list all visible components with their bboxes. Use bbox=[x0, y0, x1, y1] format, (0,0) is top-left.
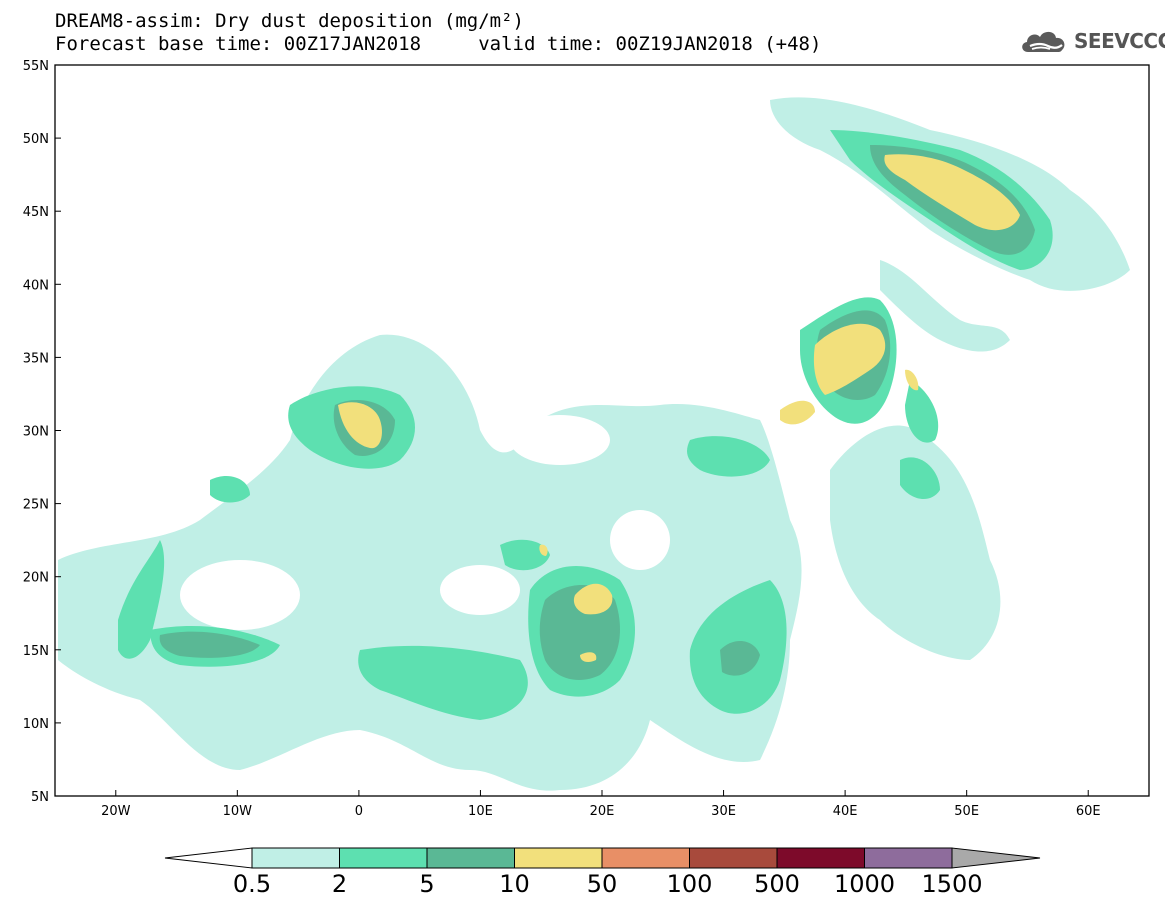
colorbar-label: 1500 bbox=[921, 870, 983, 898]
lon-tick-label: 30E bbox=[711, 804, 736, 819]
colorbar-under-arrow bbox=[164, 847, 253, 869]
lat-tick-label: 10N bbox=[23, 717, 49, 732]
brand-name: SEEVCCC bbox=[1074, 29, 1165, 53]
lat-tick-label: 35N bbox=[23, 351, 49, 366]
colorbar-swatch bbox=[776, 847, 865, 869]
lat-tick-label: 45N bbox=[23, 205, 49, 220]
lat-tick-label: 20N bbox=[23, 571, 49, 586]
lon-tick-label: 20E bbox=[590, 804, 615, 819]
colorbar-swatch bbox=[251, 847, 340, 869]
colorbar bbox=[164, 847, 1041, 869]
colorbar-label: 100 bbox=[666, 870, 713, 898]
colorbar-swatch bbox=[601, 847, 690, 869]
colorbar-label: 500 bbox=[754, 870, 800, 898]
colorbar-swatch bbox=[864, 847, 953, 869]
lat-tick-label: 30N bbox=[23, 425, 49, 440]
lon-tick-label: 40E bbox=[833, 804, 858, 819]
lat-tick-label: 55N bbox=[23, 59, 49, 74]
colorbar-swatch bbox=[339, 847, 428, 869]
latitude-axis: 5N 10N 15N 20N 25N 30N 35N 40N 45N 50N 55N bbox=[23, 59, 61, 805]
colorbar-label: 5 bbox=[419, 870, 435, 898]
colorbar-swatch bbox=[514, 847, 603, 869]
dust-deposition-field bbox=[58, 97, 1130, 791]
lat-tick-label: 25N bbox=[23, 498, 49, 513]
colorbar-over-arrow bbox=[951, 847, 1041, 869]
lat-tick-label: 40N bbox=[23, 278, 49, 293]
lon-tick-label: 50E bbox=[954, 804, 979, 819]
lon-tick-label: 20W bbox=[101, 804, 131, 819]
brand-logo: SEEVCCC bbox=[1018, 26, 1165, 56]
lon-tick-label: 0 bbox=[355, 804, 363, 819]
colorbar-label: 50 bbox=[586, 870, 618, 898]
colorbar-label: 10 bbox=[499, 870, 530, 898]
longitude-axis: 20W 10W 0 10E 20E 30E 40E 50E 60E bbox=[101, 790, 1101, 819]
cloud-logo-icon bbox=[1022, 31, 1065, 52]
lon-tick-label: 60E bbox=[1076, 804, 1101, 819]
lat-tick-label: 15N bbox=[23, 644, 49, 659]
colorbar-label: 0.5 bbox=[232, 870, 272, 898]
lat-tick-label: 5N bbox=[31, 790, 49, 805]
colorbar-label: 2 bbox=[331, 870, 348, 898]
forecast-time-subtitle: Forecast base time: 00Z17JAN2018 valid t… bbox=[55, 33, 822, 55]
colorbar-swatch bbox=[426, 847, 515, 869]
map-title: DREAM8-assim: Dry dust deposition (mg/m²… bbox=[55, 10, 524, 32]
lon-tick-label: 10W bbox=[223, 804, 253, 819]
colorbar-swatch bbox=[689, 847, 778, 869]
colorbar-label: 1000 bbox=[833, 870, 896, 898]
lat-tick-label: 50N bbox=[23, 132, 49, 147]
lon-tick-label: 10E bbox=[468, 804, 493, 819]
